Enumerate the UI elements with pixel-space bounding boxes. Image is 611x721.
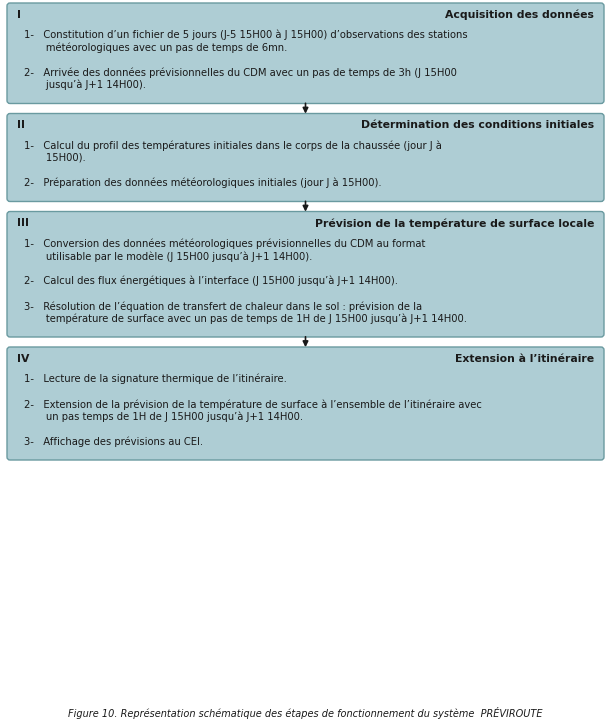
Text: Prévision de la température de surface locale: Prévision de la température de surface l… [315, 218, 594, 229]
Text: I: I [17, 10, 21, 20]
Text: température de surface avec un pas de temps de 1H de J 15H00 jusqu’à J+1 14H00.: température de surface avec un pas de te… [24, 314, 467, 324]
Text: 2-   Arrivée des données prévisionnelles du CDM avec un pas de temps de 3h (J 15: 2- Arrivée des données prévisionnelles d… [24, 68, 457, 78]
Text: 2-   Extension de la prévision de la température de surface à l’ensemble de l’it: 2- Extension de la prévision de la tempé… [24, 399, 482, 410]
Text: II: II [17, 120, 25, 131]
Text: un pas temps de 1H de J 15H00 jusqu’à J+1 14H00.: un pas temps de 1H de J 15H00 jusqu’à J+… [24, 412, 303, 422]
Text: utilisable par le modèle (J 15H00 jusqu’à J+1 14H00).: utilisable par le modèle (J 15H00 jusqu’… [24, 251, 312, 262]
Text: Détermination des conditions initiales: Détermination des conditions initiales [361, 120, 594, 131]
Text: III: III [17, 218, 29, 229]
Text: 1-   Constitution d’un fichier de 5 jours (J-5 15H00 à J 15H00) d’observations d: 1- Constitution d’un fichier de 5 jours … [24, 30, 467, 40]
Text: 1-   Conversion des données météorologiques prévisionnelles du CDM au format: 1- Conversion des données météorologique… [24, 239, 425, 249]
Text: IV: IV [17, 354, 29, 364]
Text: météorologiques avec un pas de temps de 6mn.: météorologiques avec un pas de temps de … [24, 43, 287, 53]
Text: 3-   Résolution de l’équation de transfert de chaleur dans le sol : prévision de: 3- Résolution de l’équation de transfert… [24, 301, 422, 311]
FancyBboxPatch shape [7, 113, 604, 201]
FancyBboxPatch shape [7, 211, 604, 337]
FancyBboxPatch shape [7, 347, 604, 460]
Text: jusqu’à J+1 14H00).: jusqu’à J+1 14H00). [24, 80, 146, 91]
Text: Acquisition des données: Acquisition des données [445, 10, 594, 20]
Text: Extension à l’itinéraire: Extension à l’itinéraire [455, 354, 594, 364]
FancyBboxPatch shape [7, 3, 604, 104]
Text: 3-   Affichage des prévisions au CEI.: 3- Affichage des prévisions au CEI. [24, 436, 203, 447]
Text: 1-   Lecture de la signature thermique de l’itinéraire.: 1- Lecture de la signature thermique de … [24, 374, 287, 384]
Text: Figure 10. Représentation schématique des étapes de fonctionnement du système  P: Figure 10. Représentation schématique de… [68, 707, 543, 719]
Text: 2-   Calcul des flux énergétiques à l’interface (J 15H00 jusqu’à J+1 14H00).: 2- Calcul des flux énergétiques à l’inte… [24, 276, 398, 286]
Text: 15H00).: 15H00). [24, 153, 86, 163]
Text: 1-   Calcul du profil des températures initiales dans le corps de la chaussée (j: 1- Calcul du profil des températures ini… [24, 141, 442, 151]
Text: 2-   Préparation des données météorologiques initiales (jour J à 15H00).: 2- Préparation des données météorologiqu… [24, 178, 382, 188]
